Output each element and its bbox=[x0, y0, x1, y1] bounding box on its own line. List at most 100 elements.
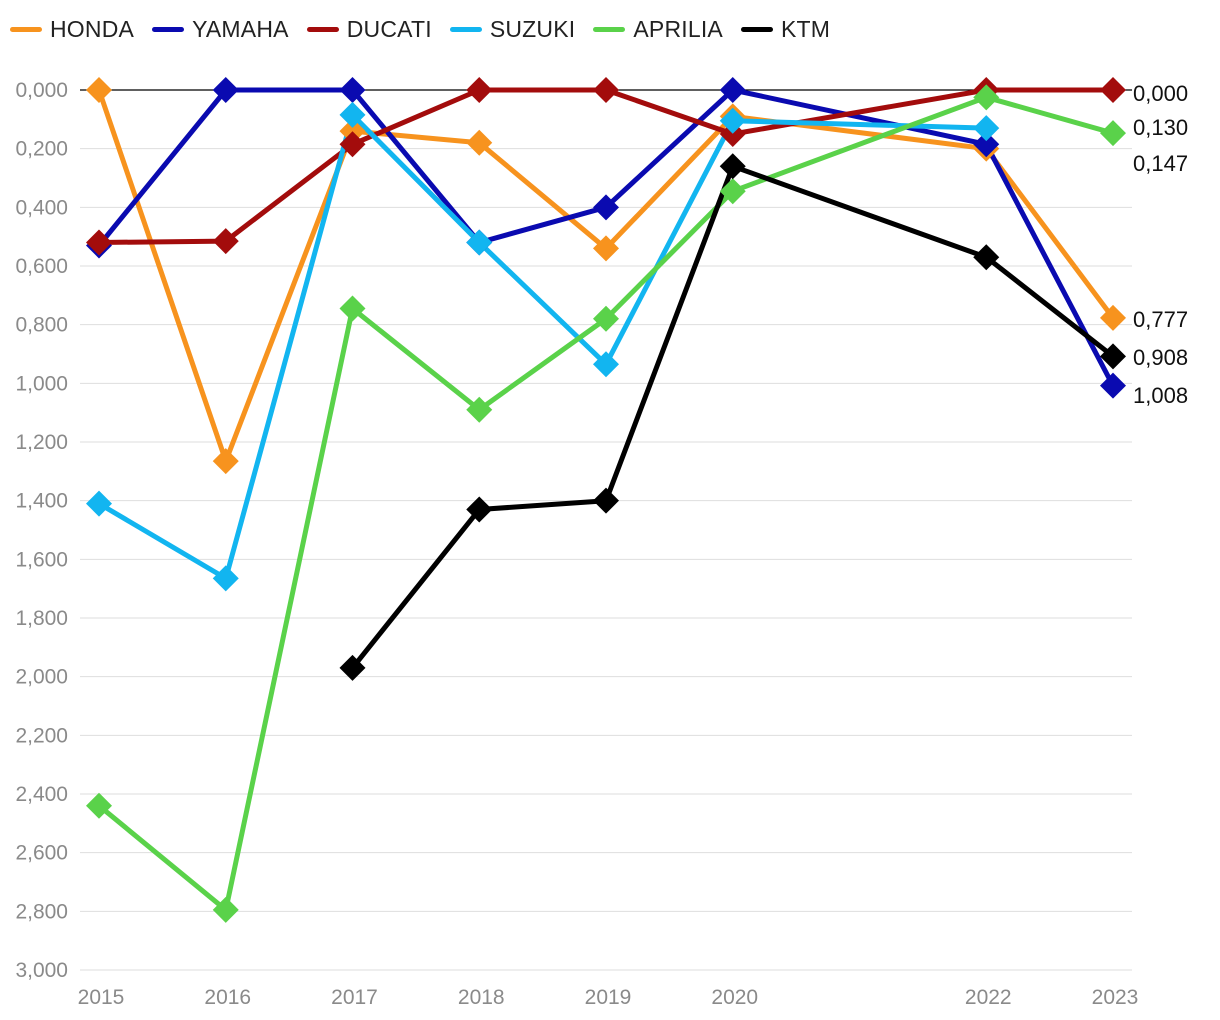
data-point-ducati bbox=[339, 131, 366, 158]
data-point-aprilia bbox=[86, 792, 112, 819]
y-tick-label: 2,400 bbox=[15, 783, 68, 806]
data-point-ducati bbox=[466, 77, 493, 103]
end-value-label: 0,000 bbox=[1133, 81, 1188, 106]
x-tick-label: 2022 bbox=[965, 986, 1012, 1009]
data-point-yamaha bbox=[1100, 372, 1126, 399]
legend-item-honda: HONDA bbox=[10, 16, 134, 43]
data-point-suzuki bbox=[339, 101, 366, 128]
data-point-aprilia bbox=[593, 305, 619, 332]
legend-swatch-yamaha bbox=[152, 27, 185, 32]
legend-item-ducati: DUCATI bbox=[306, 16, 432, 43]
x-tick-label: 2016 bbox=[204, 986, 251, 1009]
legend-item-ktm: KTM bbox=[740, 16, 831, 43]
x-tick-label: 2019 bbox=[585, 986, 632, 1009]
data-point-ducati bbox=[593, 77, 619, 103]
series-line-aprilia bbox=[96, 94, 1116, 913]
data-point-ktm bbox=[466, 496, 493, 523]
series-line-honda bbox=[96, 87, 1116, 464]
data-point-ducati bbox=[719, 121, 746, 147]
data-point-ducati bbox=[86, 229, 112, 256]
data-point-aprilia bbox=[719, 178, 746, 205]
data-point-ducati bbox=[212, 228, 239, 255]
end-value-label: 0,130 bbox=[1133, 115, 1188, 140]
data-point-suzuki bbox=[86, 490, 112, 517]
x-tick-label: 2023 bbox=[1092, 986, 1139, 1009]
data-point-suzuki bbox=[593, 351, 619, 378]
y-tick-label: 0,600 bbox=[15, 255, 68, 278]
series-line-ktm bbox=[350, 163, 1116, 671]
legend-label-honda: HONDA bbox=[50, 16, 135, 42]
data-point-ktm bbox=[973, 244, 1000, 271]
end-value-label: 0,147 bbox=[1133, 151, 1188, 176]
data-point-suzuki bbox=[719, 107, 746, 134]
legend-item-aprilia: APRILIA bbox=[593, 16, 723, 43]
series-line-yamaha bbox=[96, 87, 1116, 389]
y-tick-label: 2,000 bbox=[15, 666, 68, 689]
y-tick-label: 2,600 bbox=[15, 842, 68, 865]
y-tick-label: 1,600 bbox=[15, 548, 68, 571]
data-point-yamaha bbox=[339, 77, 366, 103]
legend-label-aprilia: APRILIA bbox=[633, 16, 723, 42]
y-tick-label: 3,000 bbox=[15, 959, 68, 982]
y-tick-label: 1,000 bbox=[15, 372, 68, 395]
series-line-ducati bbox=[96, 87, 1116, 245]
data-point-yamaha bbox=[212, 77, 239, 103]
data-point-aprilia bbox=[1100, 120, 1126, 147]
y-tick-label: 1,400 bbox=[15, 490, 68, 513]
data-point-ktm bbox=[1100, 343, 1126, 370]
legend-swatch-ducati bbox=[306, 27, 339, 32]
legend-swatch-aprilia bbox=[593, 27, 626, 32]
legend-swatch-honda bbox=[10, 27, 42, 32]
data-point-aprilia bbox=[212, 896, 239, 923]
data-point-ktm bbox=[593, 487, 619, 514]
legend-label-yamaha: YAMAHA bbox=[192, 16, 289, 42]
data-point-honda bbox=[212, 448, 239, 475]
series-line-suzuki bbox=[96, 112, 989, 581]
x-tick-label: 2020 bbox=[711, 986, 758, 1009]
y-tick-label: 2,200 bbox=[15, 724, 68, 747]
y-tick-label: 0,200 bbox=[15, 138, 68, 161]
legend-swatch-suzuki bbox=[449, 27, 482, 32]
y-tick-label: 0,000 bbox=[15, 79, 68, 102]
y-tick-label: 2,800 bbox=[15, 900, 68, 923]
data-point-ktm bbox=[719, 153, 746, 180]
data-point-ktm bbox=[339, 654, 366, 681]
data-point-suzuki bbox=[466, 229, 493, 256]
data-point-suzuki bbox=[212, 565, 239, 592]
x-tick-label: 2015 bbox=[78, 986, 125, 1009]
data-point-honda bbox=[593, 235, 619, 262]
x-tick-label: 2018 bbox=[458, 986, 505, 1009]
data-point-aprilia bbox=[466, 396, 493, 423]
data-point-aprilia bbox=[339, 295, 366, 322]
legend: HONDA YAMAHA DUCATI SUZUKI APRILIA KTM bbox=[10, 16, 848, 43]
end-value-label: 1,008 bbox=[1133, 383, 1188, 408]
data-point-suzuki bbox=[973, 115, 1000, 142]
legend-label-ducati: DUCATI bbox=[346, 16, 432, 42]
legend-item-suzuki: SUZUKI bbox=[449, 16, 576, 43]
end-value-label: 0,777 bbox=[1133, 307, 1188, 332]
series-markers bbox=[86, 77, 1126, 923]
data-point-yamaha bbox=[719, 77, 746, 103]
data-point-honda bbox=[466, 129, 493, 156]
data-point-yamaha bbox=[593, 194, 619, 221]
data-point-honda bbox=[339, 118, 366, 145]
y-axis-tick-labels: 0,000 0,200 0,400 0,600 0,800 1,000 1,200 1,400… bbox=[15, 79, 68, 982]
end-value-labels: 0,000 0,130 0,147 0,777 0,908 1,008 bbox=[1133, 81, 1188, 408]
legend-swatch-ktm bbox=[740, 27, 773, 32]
y-tick-label: 1,200 bbox=[15, 431, 68, 454]
data-point-yamaha bbox=[973, 131, 1000, 158]
y-tick-label: 0,800 bbox=[15, 314, 68, 337]
y-tick-label: 0,400 bbox=[15, 196, 68, 219]
y-tick-label: 1,800 bbox=[15, 607, 68, 630]
legend-item-yamaha: YAMAHA bbox=[152, 16, 289, 43]
x-axis-tick-labels: 2015 2016 2017 2018 2019 2020 2022 2023 bbox=[78, 986, 1139, 1009]
x-tick-label: 2017 bbox=[331, 986, 378, 1009]
legend-label-ktm: KTM bbox=[780, 16, 831, 42]
data-point-aprilia bbox=[973, 84, 1000, 111]
data-point-ducati bbox=[1100, 77, 1126, 103]
end-value-label: 0,908 bbox=[1133, 345, 1188, 370]
data-point-honda bbox=[1100, 304, 1126, 331]
legend-label-suzuki: SUZUKI bbox=[489, 16, 576, 42]
